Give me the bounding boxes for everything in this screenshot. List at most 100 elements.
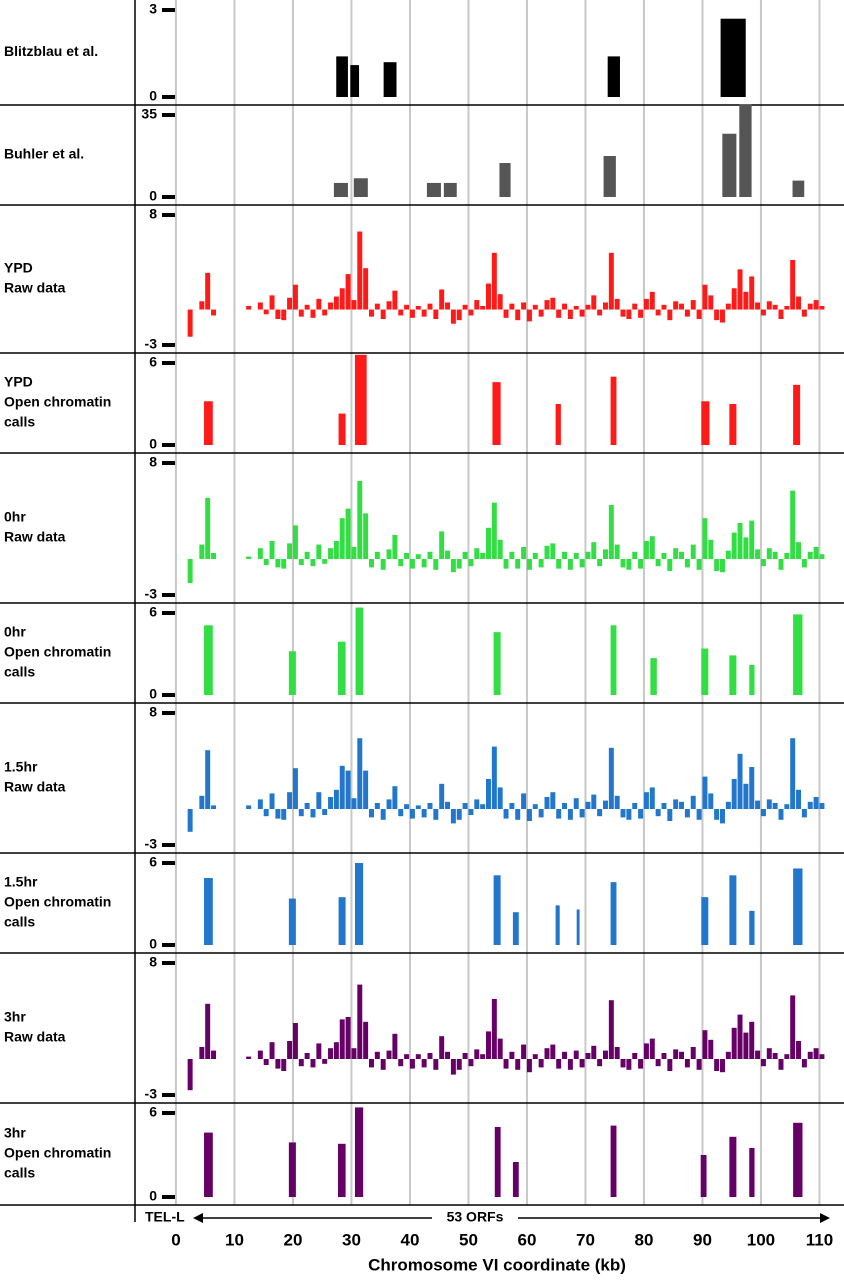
- bar: [339, 1019, 345, 1059]
- bar: [749, 1021, 755, 1059]
- bar: [462, 551, 468, 559]
- bar: [211, 309, 217, 316]
- bar: [720, 1059, 725, 1073]
- bar: [608, 747, 614, 809]
- bar: [801, 309, 807, 317]
- bar: [298, 309, 304, 317]
- bar: [661, 304, 667, 310]
- bar: [749, 664, 755, 695]
- bar: [310, 559, 316, 567]
- bar: [512, 1162, 519, 1197]
- bar: [793, 868, 803, 945]
- bar: [398, 1059, 404, 1067]
- bar: [544, 300, 550, 310]
- bar: [772, 803, 778, 809]
- bar: [292, 768, 298, 809]
- bar: [567, 309, 573, 319]
- bar: [298, 559, 304, 565]
- bar: [497, 294, 503, 310]
- bar: [427, 1053, 433, 1059]
- bar: [204, 625, 213, 695]
- bar: [720, 309, 725, 323]
- bar: [263, 1059, 269, 1065]
- panel-label: Blitzblau et al.: [4, 43, 98, 59]
- bar: [269, 541, 275, 559]
- bar: [813, 797, 819, 809]
- bar: [737, 269, 743, 310]
- bar: [345, 508, 351, 559]
- bar: [550, 1044, 556, 1059]
- bar: [638, 559, 644, 569]
- panel-label: 3hr: [4, 1125, 26, 1141]
- bar: [722, 133, 737, 197]
- panel-label: Open chromatin: [4, 394, 111, 410]
- bar: [813, 1048, 819, 1059]
- bar: [462, 1053, 468, 1059]
- bar: [667, 1059, 673, 1071]
- bar: [579, 809, 585, 818]
- bar: [493, 632, 501, 695]
- bar: [755, 800, 761, 809]
- y-tick-label: -3: [145, 586, 158, 602]
- bar: [492, 382, 501, 445]
- bar: [439, 783, 445, 809]
- bar: [369, 809, 374, 818]
- bar: [608, 1000, 614, 1059]
- bar: [456, 1059, 462, 1070]
- bar: [374, 551, 380, 559]
- bar: [807, 551, 813, 559]
- bar: [427, 303, 433, 310]
- bar: [603, 156, 616, 197]
- bar: [760, 309, 766, 316]
- bar: [579, 309, 585, 317]
- bar: [322, 809, 328, 815]
- bar: [562, 1051, 568, 1059]
- orf-label: 53 ORFs: [447, 1209, 504, 1225]
- bar: [450, 309, 456, 324]
- bar: [357, 481, 363, 559]
- bar: [743, 783, 749, 809]
- bar: [729, 875, 737, 945]
- bar: [655, 309, 661, 316]
- bar: [585, 801, 591, 809]
- bar: [292, 284, 298, 310]
- bar: [714, 1059, 720, 1071]
- bar: [339, 288, 345, 310]
- bar: [702, 776, 708, 809]
- bar: [521, 1044, 527, 1059]
- bar: [784, 553, 790, 559]
- bar: [380, 559, 386, 570]
- bar: [509, 551, 515, 559]
- bar: [690, 1047, 696, 1059]
- bar: [304, 304, 310, 310]
- bar: [655, 809, 661, 817]
- bar: [725, 550, 731, 559]
- bar: [603, 1050, 608, 1059]
- bar: [793, 1122, 803, 1197]
- bar: [556, 559, 562, 569]
- bar: [345, 1017, 351, 1059]
- bar: [597, 559, 603, 567]
- bar: [790, 738, 796, 809]
- bar: [328, 797, 334, 809]
- bar: [701, 897, 709, 945]
- y-tick-label: 6: [149, 854, 157, 870]
- bar: [433, 1059, 439, 1070]
- bar: [801, 559, 807, 568]
- panel-label: Open chromatin: [4, 1145, 111, 1161]
- bar: [363, 513, 369, 559]
- bar: [614, 1047, 620, 1059]
- x-tick-label: 30: [342, 1230, 361, 1249]
- bar: [526, 1059, 532, 1073]
- bar: [526, 559, 532, 570]
- panel-label: 0hr: [4, 624, 26, 640]
- panel-label: Open chromatin: [4, 644, 111, 660]
- bar: [737, 1014, 743, 1059]
- bar: [351, 547, 357, 559]
- arrowhead-left: [193, 1213, 203, 1223]
- bar: [450, 1059, 456, 1075]
- bar: [354, 1107, 364, 1197]
- bar: [755, 302, 761, 310]
- bar: [281, 559, 287, 569]
- bar: [796, 789, 802, 809]
